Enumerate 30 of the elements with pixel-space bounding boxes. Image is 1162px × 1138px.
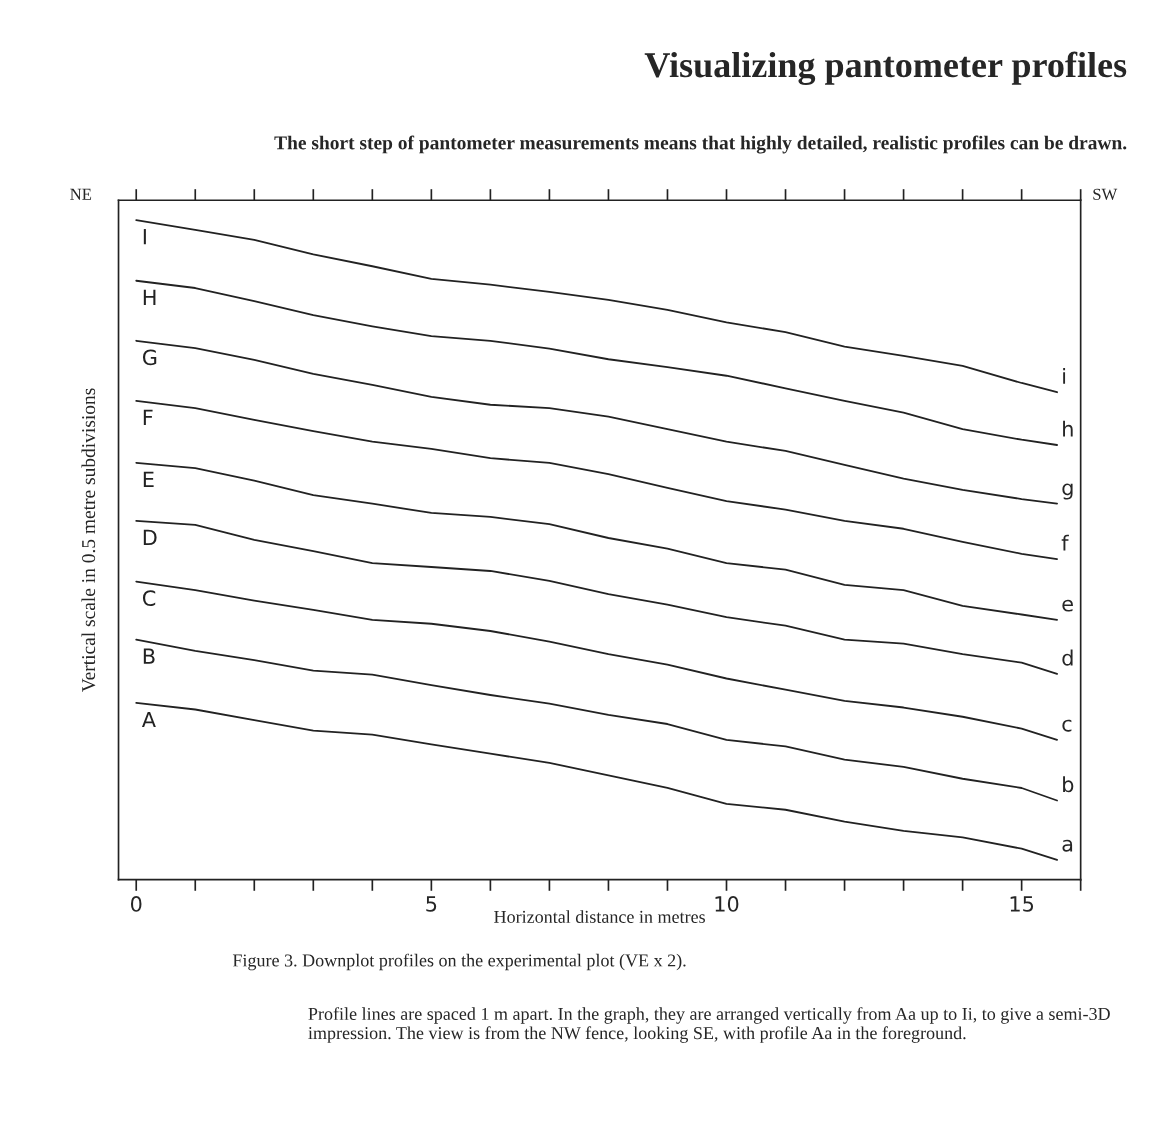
annotation: a: [1062, 839, 1073, 852]
series-label: C: [142, 590, 156, 606]
series-label: D: [143, 529, 157, 546]
y-axis-title: Vertical scale in 0.5 metre subdivisions: [81, 388, 96, 693]
series-label: E: [143, 471, 154, 487]
series-label: B: [143, 648, 155, 664]
x-tick-label: 15: [1010, 896, 1034, 912]
annotation: c: [1062, 719, 1072, 732]
x-axis-title: Horizontal distance in metres: [494, 910, 705, 923]
series-label: I: [143, 229, 146, 245]
series-label: G: [142, 349, 157, 366]
caption: Figure 3. Downplot profiles on the experimental plot (VE x 2).: [232, 953, 686, 971]
annotation: f: [1061, 534, 1069, 551]
x-tick-label: 0: [130, 896, 142, 912]
x-tick-label: 10: [715, 896, 739, 912]
chart-subtitle: The short step of pantometer measurements means that highly detailed, realistic profiles can be drawn.: [274, 135, 1127, 154]
annotation: i: [1063, 367, 1066, 384]
series-label: F: [143, 409, 153, 425]
annotation: d: [1062, 649, 1073, 666]
x-tick-label: 5: [426, 896, 437, 912]
chart-title: Visualizing pantometer profiles: [644, 51, 1127, 85]
text: SW: [1093, 188, 1118, 200]
annotation: b: [1063, 776, 1074, 793]
annotation: g: [1062, 483, 1073, 500]
annotation: h: [1063, 420, 1073, 437]
series-label: H: [143, 289, 156, 305]
series-label: A: [141, 711, 156, 728]
annotation: e: [1062, 599, 1073, 612]
text: Profile lines are spaced 1 m apart. In the graph, they are arranged vertically from Aa up to Ii, to give a semi-3D impression. The view is from the NW fence, looking SE, with profile Aa in the foreground.: [308, 1007, 1110, 1043]
text: NE: [70, 188, 92, 200]
